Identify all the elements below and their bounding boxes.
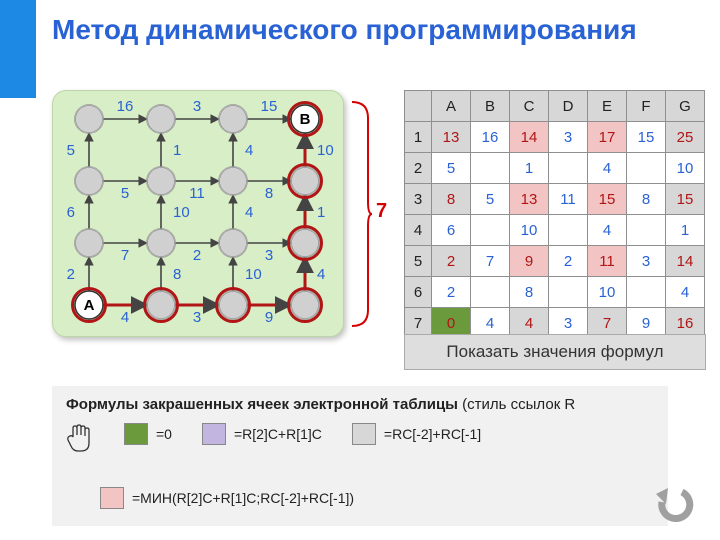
spreadsheet: ABCDEFG113161431715252514103851311158154… [404,90,705,339]
hand-icon [66,423,92,453]
svg-text:2: 2 [67,266,75,283]
svg-text:1: 1 [317,204,325,221]
svg-text:4: 4 [121,309,129,326]
svg-text:1: 1 [173,142,181,159]
svg-text:3: 3 [193,309,201,326]
legend-item: =МИН(R[2]C+R[1]C;RC[-2]+RC[-1]) [100,487,654,509]
undo-icon[interactable] [654,486,694,522]
swatch-green [124,423,148,445]
legend-item: =R[2]C+R[1]C [202,423,322,445]
svg-text:15: 15 [261,98,278,115]
svg-text:5: 5 [121,185,129,202]
formulas-heading: Формулы закрашенных ячеек электронной та… [66,396,654,413]
legend-item: =0 [124,423,172,445]
svg-text:8: 8 [265,185,273,202]
svg-text:4: 4 [245,142,253,159]
show-formulas-label: Показать значения формул [446,342,663,362]
svg-text:8: 8 [173,266,181,283]
accent-bar [0,0,36,98]
svg-text:10: 10 [245,266,262,283]
svg-text:3: 3 [265,247,273,264]
graph-panel: 163155118723439514106104128104BA [52,90,344,337]
bracket-label: 7 [376,200,387,223]
svg-text:4: 4 [245,204,253,221]
svg-text:A: A [84,297,95,314]
svg-text:3: 3 [193,98,201,115]
svg-text:10: 10 [317,142,334,159]
show-formulas-button[interactable]: Показать значения формул [404,334,706,370]
svg-text:5: 5 [67,142,75,159]
bracket [350,98,372,330]
swatch-purple [202,423,226,445]
formulas-block: Формулы закрашенных ячеек электронной та… [52,386,668,526]
svg-text:10: 10 [173,204,190,221]
formulas-legend: =0 =R[2]C+R[1]C =RC[-2]+RC[-1] =МИН(R[2]C+R… [66,423,654,509]
svg-text:9: 9 [265,309,273,326]
svg-text:B: B [300,111,311,128]
svg-text:6: 6 [67,204,75,221]
page-title: Метод динамического программирования [52,12,637,47]
legend-item: =RC[-2]+RC[-1] [352,423,481,445]
swatch-gray [352,423,376,445]
svg-text:11: 11 [189,185,205,202]
svg-text:16: 16 [117,98,134,115]
svg-text:7: 7 [121,247,129,264]
svg-text:2: 2 [193,247,201,264]
graph-svg: 163155118723439514106104128104BA [53,91,343,336]
swatch-pink [100,487,124,509]
svg-text:4: 4 [317,266,325,283]
